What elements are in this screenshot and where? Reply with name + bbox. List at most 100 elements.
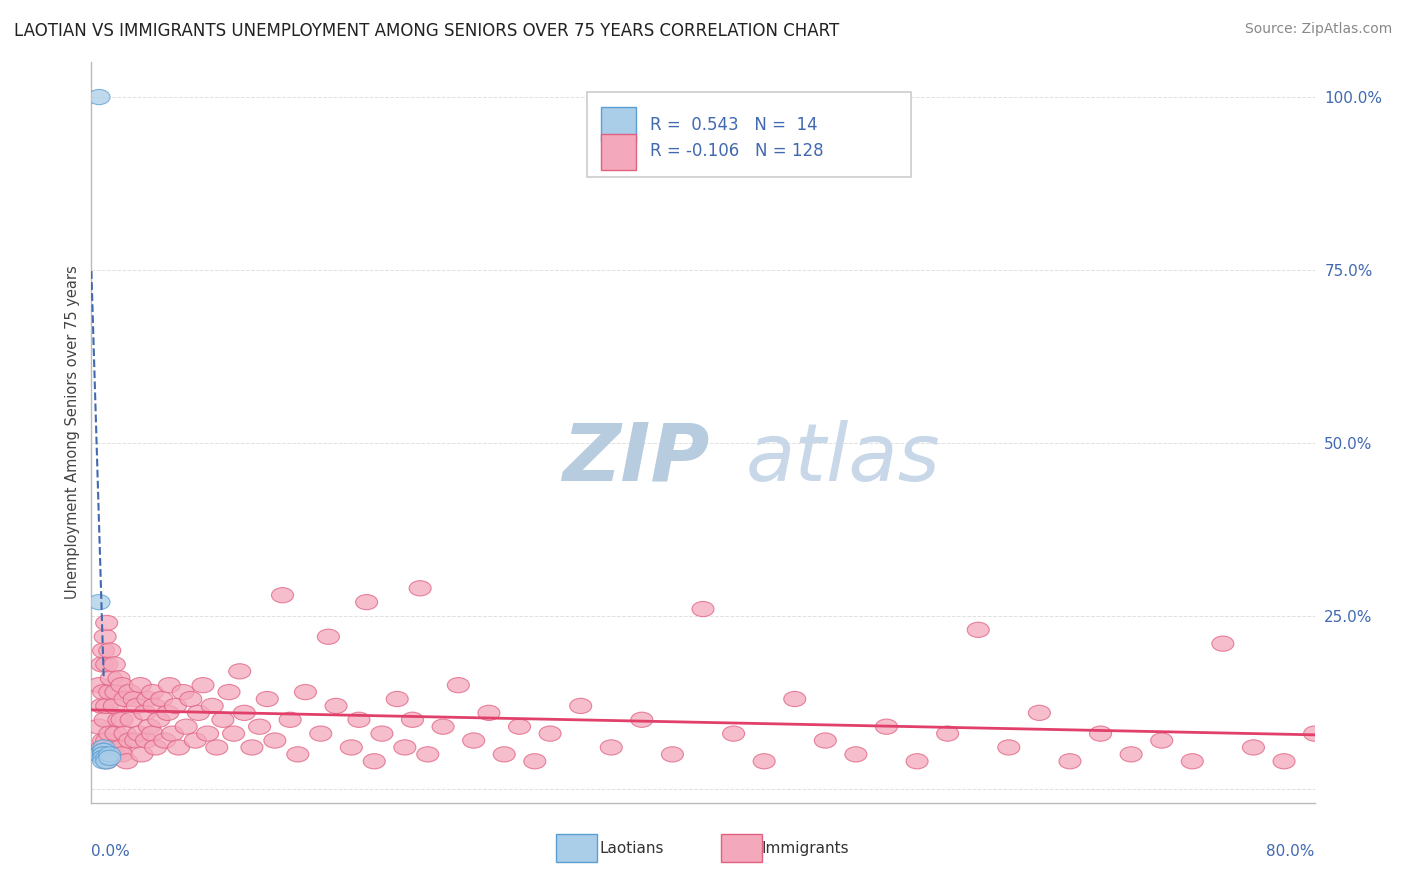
Ellipse shape <box>114 726 136 741</box>
Ellipse shape <box>600 739 623 755</box>
Y-axis label: Unemployment Among Seniors over 75 years: Unemployment Among Seniors over 75 years <box>65 266 80 599</box>
Ellipse shape <box>96 750 118 765</box>
Ellipse shape <box>222 726 245 741</box>
Ellipse shape <box>723 726 745 741</box>
Ellipse shape <box>176 719 197 734</box>
Ellipse shape <box>93 743 115 758</box>
Ellipse shape <box>387 691 408 706</box>
Ellipse shape <box>93 747 115 762</box>
Ellipse shape <box>661 747 683 762</box>
Ellipse shape <box>538 726 561 741</box>
Ellipse shape <box>93 733 115 748</box>
Ellipse shape <box>754 754 775 769</box>
Ellipse shape <box>416 747 439 762</box>
Ellipse shape <box>89 89 110 104</box>
Ellipse shape <box>93 643 115 658</box>
Ellipse shape <box>91 657 112 672</box>
Ellipse shape <box>98 726 121 741</box>
Ellipse shape <box>309 726 332 741</box>
Ellipse shape <box>162 726 183 741</box>
Ellipse shape <box>233 706 256 721</box>
Ellipse shape <box>89 678 110 693</box>
Ellipse shape <box>256 691 278 706</box>
Ellipse shape <box>96 657 118 672</box>
Ellipse shape <box>148 712 170 727</box>
Ellipse shape <box>371 726 392 741</box>
Ellipse shape <box>494 747 515 762</box>
Ellipse shape <box>463 733 485 748</box>
Ellipse shape <box>1272 754 1295 769</box>
Ellipse shape <box>138 719 160 734</box>
Ellipse shape <box>340 739 363 755</box>
Ellipse shape <box>240 739 263 755</box>
Ellipse shape <box>180 691 202 706</box>
Ellipse shape <box>271 588 294 603</box>
Ellipse shape <box>478 706 501 721</box>
Ellipse shape <box>212 712 233 727</box>
Ellipse shape <box>103 747 125 762</box>
Ellipse shape <box>394 739 416 755</box>
Ellipse shape <box>100 739 122 755</box>
Ellipse shape <box>118 684 141 699</box>
Ellipse shape <box>135 733 157 748</box>
Ellipse shape <box>509 719 530 734</box>
Ellipse shape <box>110 739 131 755</box>
Ellipse shape <box>184 733 207 748</box>
Ellipse shape <box>143 698 165 714</box>
Ellipse shape <box>569 698 592 714</box>
Ellipse shape <box>325 698 347 714</box>
Ellipse shape <box>115 754 138 769</box>
Ellipse shape <box>187 706 209 721</box>
Ellipse shape <box>845 747 868 762</box>
Ellipse shape <box>447 678 470 693</box>
Ellipse shape <box>249 719 270 734</box>
Text: 0.0%: 0.0% <box>91 844 131 858</box>
Ellipse shape <box>120 712 142 727</box>
Ellipse shape <box>94 712 117 727</box>
Ellipse shape <box>96 754 118 769</box>
Text: Laotians: Laotians <box>599 841 664 856</box>
Ellipse shape <box>631 712 652 727</box>
Ellipse shape <box>96 733 118 748</box>
Ellipse shape <box>136 691 159 706</box>
Ellipse shape <box>103 698 125 714</box>
Ellipse shape <box>218 684 240 699</box>
Text: R =  0.543   N =  14: R = 0.543 N = 14 <box>651 116 818 134</box>
Ellipse shape <box>294 684 316 699</box>
Ellipse shape <box>100 671 122 686</box>
Ellipse shape <box>905 754 928 769</box>
Ellipse shape <box>1303 726 1326 741</box>
Ellipse shape <box>814 733 837 748</box>
Ellipse shape <box>134 706 156 721</box>
Ellipse shape <box>159 678 180 693</box>
Ellipse shape <box>129 678 152 693</box>
Ellipse shape <box>108 712 129 727</box>
Ellipse shape <box>93 754 115 769</box>
Ellipse shape <box>432 719 454 734</box>
Ellipse shape <box>287 747 309 762</box>
Ellipse shape <box>96 615 118 631</box>
Bar <box>602 135 636 169</box>
Ellipse shape <box>93 750 115 765</box>
Ellipse shape <box>363 754 385 769</box>
Ellipse shape <box>876 719 897 734</box>
Text: R = -0.106   N = 128: R = -0.106 N = 128 <box>651 143 824 161</box>
Bar <box>721 834 762 862</box>
Text: ZIP: ZIP <box>562 419 710 498</box>
Text: LAOTIAN VS IMMIGRANTS UNEMPLOYMENT AMONG SENIORS OVER 75 YEARS CORRELATION CHART: LAOTIAN VS IMMIGRANTS UNEMPLOYMENT AMONG… <box>14 22 839 40</box>
Text: atlas: atlas <box>745 419 941 498</box>
Ellipse shape <box>93 739 115 755</box>
Ellipse shape <box>936 726 959 741</box>
Ellipse shape <box>111 678 134 693</box>
Ellipse shape <box>1243 739 1264 755</box>
Ellipse shape <box>103 657 125 672</box>
Ellipse shape <box>280 712 301 727</box>
Ellipse shape <box>783 691 806 706</box>
Ellipse shape <box>98 684 121 699</box>
Ellipse shape <box>167 739 190 755</box>
Ellipse shape <box>114 691 136 706</box>
Ellipse shape <box>142 726 163 741</box>
Ellipse shape <box>93 743 115 758</box>
Ellipse shape <box>98 747 121 762</box>
Ellipse shape <box>98 643 121 658</box>
